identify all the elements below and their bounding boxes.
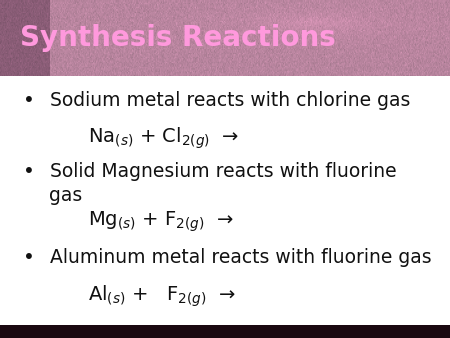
Text: Aluminum metal reacts with fluorine gas: Aluminum metal reacts with fluorine gas (50, 248, 431, 267)
Text: •: • (22, 91, 34, 110)
Text: •: • (22, 162, 34, 181)
Text: Mg$_{(s)}$ + F$_{2(g)}$  →: Mg$_{(s)}$ + F$_{2(g)}$ → (88, 210, 234, 234)
Text: Solid Magnesium reacts with fluorine
gas: Solid Magnesium reacts with fluorine gas (50, 162, 396, 205)
Text: Na$_{(s)}$ + Cl$_{2(g)}$  →: Na$_{(s)}$ + Cl$_{2(g)}$ → (88, 125, 239, 150)
Text: Sodium metal reacts with chlorine gas: Sodium metal reacts with chlorine gas (50, 91, 410, 110)
Text: •: • (22, 248, 34, 267)
FancyBboxPatch shape (0, 76, 450, 325)
Text: Al$_{(s)}$ +   F$_{2(g)}$  →: Al$_{(s)}$ + F$_{2(g)}$ → (88, 284, 236, 309)
FancyBboxPatch shape (0, 325, 450, 338)
Text: Synthesis Reactions: Synthesis Reactions (20, 24, 336, 52)
